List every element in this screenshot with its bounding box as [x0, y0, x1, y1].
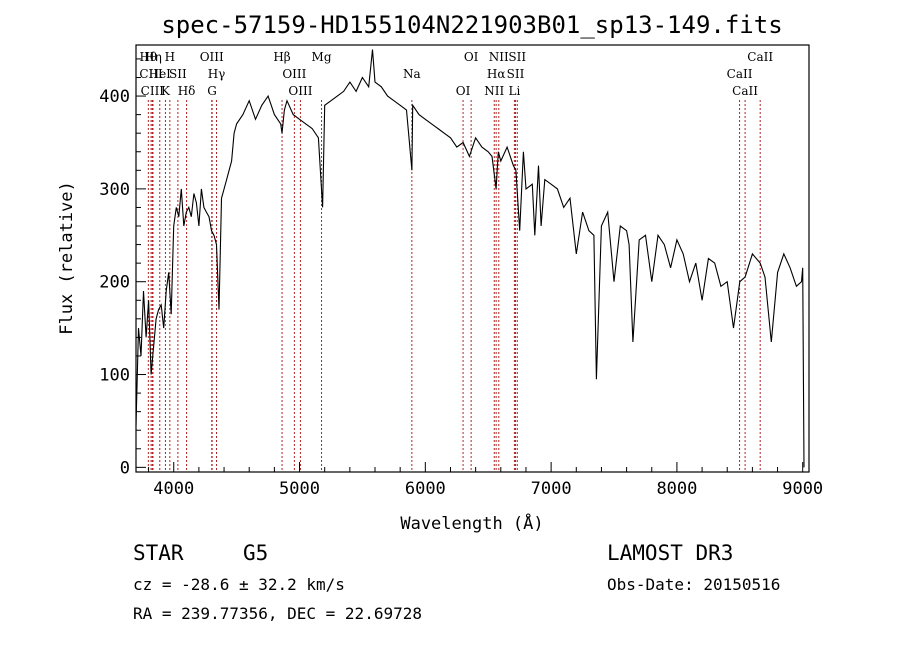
line-label: OI [464, 50, 479, 64]
plot-frame [135, 44, 810, 473]
object-class: STAR [133, 541, 184, 565]
y-tick-label: 300 [99, 180, 130, 200]
line-label: NII [489, 50, 509, 64]
x-tick-label: 7000 [531, 479, 572, 499]
line-label: SII [507, 67, 525, 81]
line-label: OIII [200, 50, 224, 64]
y-tick-label: 0 [120, 458, 130, 478]
line-label: OI [456, 84, 471, 98]
spectral-line-labels: Hθ CIII CIII Hη HeI K H SII Hδ OIII Hγ G Hβ OIII OIII M… [139, 50, 773, 98]
y-axis-ticks: 0 100 200 300 400 [99, 58, 146, 478]
line-label: Hβ [273, 50, 290, 64]
line-label: HeI [149, 67, 172, 81]
object-subclass: G5 [243, 541, 268, 565]
x-tick-label: 6000 [405, 479, 446, 499]
line-label: CaII [732, 84, 758, 98]
x-tick-label: 9000 [782, 479, 823, 499]
x-tick-label: 5000 [279, 479, 320, 499]
x-tick-label: 4000 [153, 479, 194, 499]
line-label: Hα [487, 67, 506, 81]
line-label: Na [403, 67, 421, 81]
line-label: G [207, 84, 217, 98]
coordinates-text: RA = 239.77356, DEC = 22.69728 [133, 604, 422, 623]
line-label: Li [508, 84, 520, 98]
line-label: Hγ [208, 67, 226, 81]
spectrum-line [135, 49, 805, 468]
x-tick-label: 8000 [656, 479, 697, 499]
obs-date-text: Obs-Date: 20150516 [607, 575, 780, 594]
line-label: SII [508, 50, 526, 64]
y-axis-label: Flux (relative) [57, 181, 77, 335]
line-label: K [161, 84, 171, 98]
y-tick-label: 400 [99, 87, 130, 107]
line-label: Hδ [178, 84, 196, 98]
y-tick-label: 200 [99, 273, 130, 293]
survey-name: LAMOST DR3 [607, 541, 733, 565]
spectral-line-markers [147, 100, 761, 472]
x-axis-label: Wavelength (Å) [400, 512, 543, 534]
redshift-text: cz = -28.6 ± 32.2 km/s [133, 575, 345, 594]
line-label: OIII [288, 84, 312, 98]
line-label: CIII [139, 67, 163, 81]
line-label: CaII [747, 50, 773, 64]
line-label: Mg [312, 50, 332, 64]
chart-title: spec-57159-HD155104N221903B01_sp13-149.f… [161, 11, 782, 39]
line-label: NII [484, 84, 504, 98]
line-label: CaII [727, 67, 753, 81]
y-tick-label: 100 [99, 366, 130, 386]
x-axis-ticks: 4000 5000 6000 7000 8000 9000 [148, 462, 823, 499]
line-label: Hη [144, 50, 162, 64]
line-label: CIII [141, 84, 165, 98]
line-label: SII [169, 67, 187, 81]
line-label: Hθ [139, 50, 157, 64]
line-label: OIII [282, 67, 306, 81]
line-label: H [165, 50, 175, 64]
